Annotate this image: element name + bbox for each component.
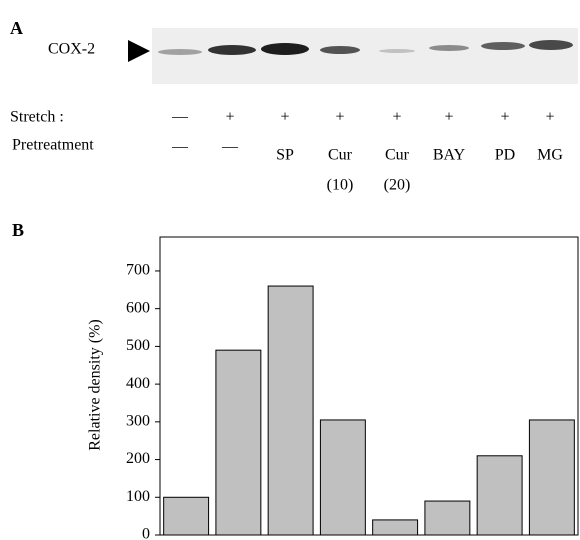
pretreatment-label: Cur	[328, 147, 353, 164]
bar	[425, 501, 470, 535]
y-axis-label: Relative density (%)	[87, 319, 104, 451]
pretreatment-label: BAY	[433, 147, 466, 164]
y-tick-label: 0	[142, 526, 150, 540]
row-label: Pretreatment	[12, 137, 94, 154]
pretreatment-label: (20)	[384, 177, 411, 194]
arrow	[128, 40, 150, 62]
figure: A COX-2 Stretch : Pretreatment B Relativ…	[0, 0, 580, 540]
stretch-mark: +	[280, 109, 289, 126]
y-tick-label: 200	[126, 450, 150, 467]
y-tick-label: 300	[126, 413, 150, 430]
pretreatment-label: Cur	[385, 147, 410, 164]
stretch-mark: +	[225, 109, 234, 126]
y-tick-label: 600	[126, 299, 150, 316]
bar	[477, 456, 522, 535]
blot	[152, 28, 578, 84]
bar	[373, 520, 418, 535]
pretreatment-label: MG	[537, 147, 563, 164]
bar	[320, 420, 365, 535]
bar	[164, 497, 209, 535]
y-tick-label: 100	[126, 488, 150, 505]
stretch-mark: +	[500, 109, 509, 126]
stretch-mark: +	[392, 109, 401, 126]
y-tick-label: 400	[126, 375, 150, 392]
pretreatment-label: —	[171, 139, 189, 156]
pretreatment-label: SP	[276, 147, 294, 164]
stretch-mark: +	[335, 109, 344, 126]
bar	[268, 286, 313, 535]
panel-label: A	[10, 18, 23, 38]
stretch-mark: +	[444, 109, 453, 126]
stretch-mark: +	[545, 109, 554, 126]
stretch-mark: —	[171, 109, 189, 126]
band-label: COX-2	[48, 41, 95, 58]
pretreatment-label: PD	[495, 147, 515, 164]
bar	[216, 350, 261, 535]
bar	[529, 420, 574, 535]
panel-label: B	[12, 220, 24, 240]
y-tick-label: 700	[126, 262, 150, 279]
pretreatment-label: —	[221, 139, 239, 156]
pretreatment-label: (10)	[327, 177, 354, 194]
y-tick-label: 500	[126, 337, 150, 354]
row-label: Stretch :	[10, 109, 64, 126]
